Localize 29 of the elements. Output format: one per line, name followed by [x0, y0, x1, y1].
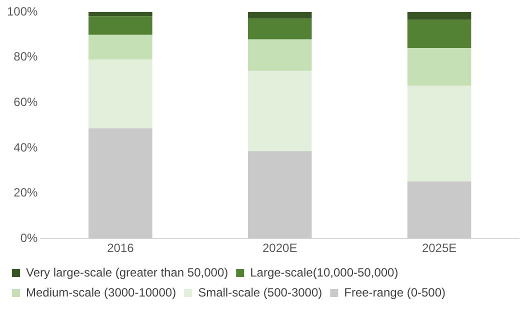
bar [407, 12, 472, 20]
y-tick-label: 100% [6, 4, 38, 18]
bar [88, 34, 152, 60]
bar [248, 12, 312, 19]
legend-label: Large-scale(10,000-50,000) [250, 265, 398, 280]
x-tick-label: 2025E [422, 241, 457, 256]
y-tick-label: 60% [14, 94, 38, 109]
y-tick-label: 20% [14, 186, 38, 200]
bar [407, 86, 472, 182]
y-tick-label: 80% [14, 50, 38, 64]
legend-label: Very large-scale (greater than 50,000) [26, 265, 228, 280]
bar [88, 16, 152, 35]
bar [248, 39, 312, 71]
bar [248, 151, 312, 239]
bar [248, 70, 312, 152]
bar [407, 181, 472, 239]
y-tick-label: 0% [20, 230, 38, 245]
legend-label: Small-scale (500-3000) [198, 285, 322, 300]
legend-label: Free-range (0-500) [344, 285, 446, 300]
legend-label: Medium-scale (3000-10000) [26, 285, 176, 300]
bar [88, 60, 152, 128]
bar [407, 48, 472, 86]
y-tick-label: 40% [14, 140, 38, 154]
bar [407, 20, 472, 48]
x-tick-label: 2020E [262, 241, 298, 256]
bar [248, 18, 312, 40]
x-tick-label: 2016 [107, 241, 134, 256]
bar [88, 12, 152, 16]
bar [88, 128, 152, 239]
